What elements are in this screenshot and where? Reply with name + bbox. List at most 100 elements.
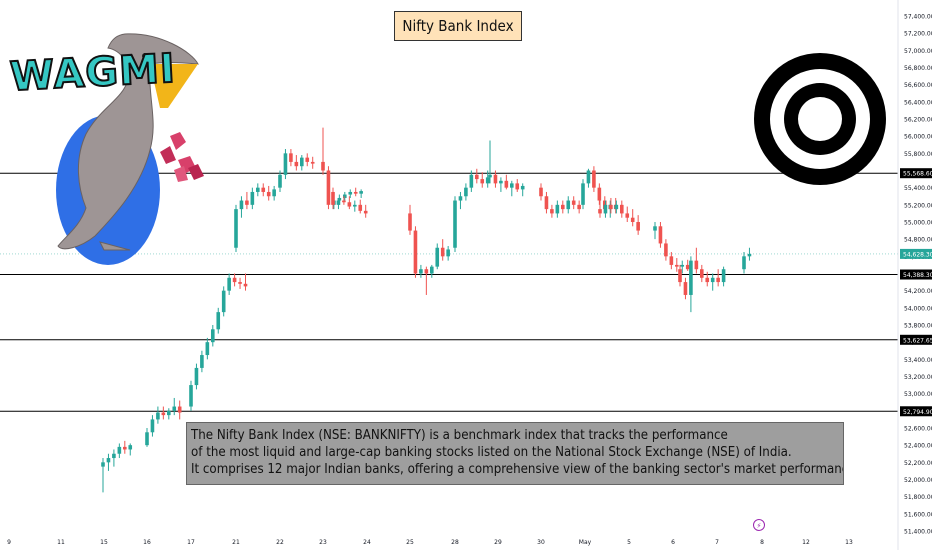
event-badge[interactable]: ⚡ <box>753 519 765 531</box>
time-axis[interactable]: 9 11 15 16 17 21 22 23 24 25 28 29 30 May 5 6 7 8 12 13 <box>7 539 853 546</box>
level-label-text: 52,794.90 <box>903 409 932 416</box>
time-tick-label: 24 <box>363 539 371 546</box>
price-tick-label: 55,200.00 <box>904 202 932 209</box>
candle <box>664 239 668 261</box>
chart-title-label: Nifty Bank Index <box>394 11 522 41</box>
candle-body <box>630 217 635 222</box>
candle-body <box>359 191 363 194</box>
candle <box>555 200 560 218</box>
candle-body <box>577 204 581 210</box>
candle-body <box>250 191 255 205</box>
candle <box>609 197 613 214</box>
price-tick-label: 57,400.00 <box>904 14 932 21</box>
candle <box>675 258 679 272</box>
level-price-label: 55,568.60 <box>900 168 932 179</box>
candle <box>353 187 358 197</box>
candle-body <box>614 204 619 210</box>
candle <box>464 183 468 201</box>
candle-body <box>289 153 293 162</box>
candle <box>123 440 127 454</box>
candle-body <box>664 243 668 257</box>
price-tick-label: 56,200.00 <box>904 117 932 124</box>
candle-body <box>678 269 682 283</box>
wagmi-logo: WAGMI <box>8 45 178 102</box>
time-tick-label: 13 <box>845 539 853 546</box>
candle <box>145 428 149 447</box>
candle-body <box>358 204 363 211</box>
candle-body <box>586 170 591 184</box>
candle <box>700 264 704 283</box>
price-axis[interactable]: 57,400.00 57,200.00 57,000.00 56,800.00 56,6… <box>897 0 932 550</box>
price-tick-label: 53,200.00 <box>904 374 932 381</box>
candle <box>200 350 204 373</box>
price-tick-label: 55,800.00 <box>904 151 932 158</box>
candle <box>221 286 226 317</box>
candle <box>747 247 752 261</box>
level-label-text: 54,388.30 <box>903 272 932 279</box>
candle <box>419 264 423 278</box>
candle-body <box>446 249 450 257</box>
candle <box>112 449 116 467</box>
time-tick-label: 9 <box>7 539 11 546</box>
candle-body <box>342 200 346 203</box>
candle <box>636 215 640 235</box>
support-resistance-lines <box>0 172 898 412</box>
bird-illustration <box>56 33 199 265</box>
candle <box>430 264 434 278</box>
candle-body <box>625 213 630 218</box>
candle <box>453 196 457 253</box>
time-tick-label: 11 <box>57 539 65 546</box>
candle <box>440 239 445 261</box>
description-note: The Nifty Bank Index (NSE: BANKNIFTY) is… <box>186 422 844 485</box>
candle <box>581 179 585 210</box>
candle-body <box>419 269 423 274</box>
price-tick-label: 56,400.00 <box>904 99 932 106</box>
candle-body <box>653 226 657 231</box>
candle <box>272 185 276 201</box>
candle <box>232 273 237 287</box>
candle-body <box>256 187 260 192</box>
candle-body <box>550 209 554 214</box>
candle <box>359 189 363 198</box>
candle-body <box>156 412 160 420</box>
candle-body <box>348 191 353 195</box>
candle-body <box>683 282 688 295</box>
time-tick-label: 29 <box>494 539 502 546</box>
event-badge-icon: ⚡ <box>757 522 762 530</box>
candle-body <box>101 462 105 467</box>
price-tick-label: 54,000.00 <box>904 305 932 312</box>
candle-body <box>232 277 237 283</box>
price-tick-label: 57,000.00 <box>904 48 932 55</box>
candle <box>499 177 503 192</box>
price-tick-label: 54,800.00 <box>904 237 932 244</box>
note-line: of the most liquid and large-cap banking… <box>191 445 792 460</box>
candle-body <box>694 260 699 270</box>
price-tick-label: 52,200.00 <box>904 460 932 467</box>
candle <box>289 149 293 167</box>
candle-body <box>266 191 271 197</box>
candle-body <box>353 204 357 207</box>
candle <box>358 199 363 214</box>
candle-body <box>424 269 429 274</box>
candle-body <box>464 187 468 197</box>
candle-body <box>592 170 596 188</box>
time-tick-label: 16 <box>143 539 151 546</box>
candle <box>283 149 288 180</box>
candle-body <box>544 196 549 210</box>
level-label-text: 55,568.60 <box>903 171 932 178</box>
candle-body <box>211 329 215 343</box>
price-tick-label: 53,800.00 <box>904 323 932 330</box>
candle-body <box>238 282 242 284</box>
candle <box>620 200 624 218</box>
candle-body <box>597 187 602 201</box>
candle-body <box>177 406 182 413</box>
candle-body <box>221 290 226 313</box>
candle-body <box>504 180 509 188</box>
candle <box>245 191 249 210</box>
candle-body <box>128 445 133 450</box>
time-tick-label: 8 <box>760 539 764 546</box>
candle <box>305 153 310 167</box>
candle <box>577 200 581 214</box>
candle <box>150 415 155 437</box>
